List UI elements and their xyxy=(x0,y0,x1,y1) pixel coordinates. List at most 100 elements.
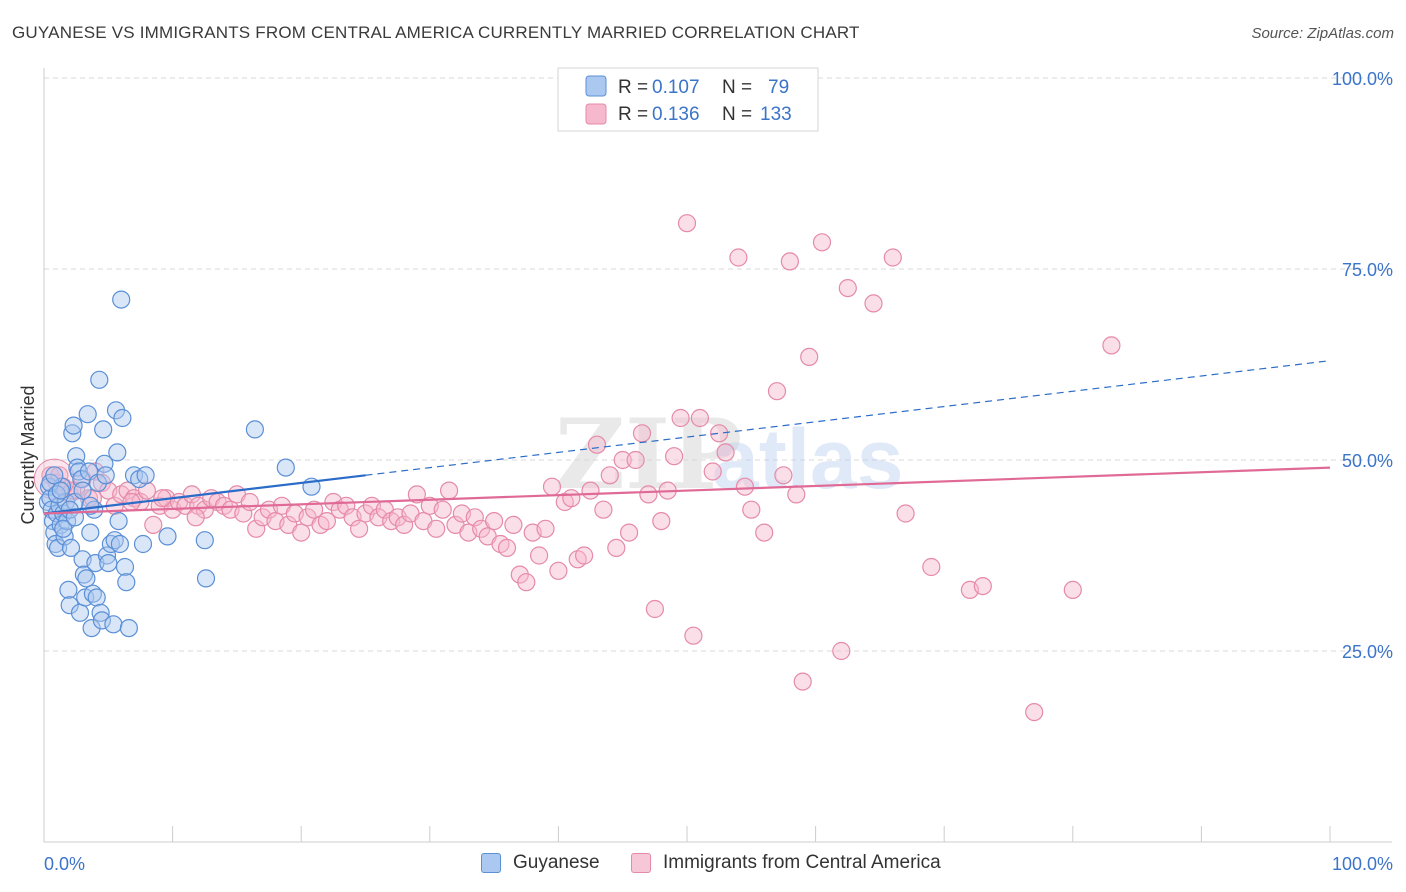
data-point-central-america xyxy=(504,515,523,535)
legend-n-label: N = xyxy=(722,104,752,125)
legend-swatch-pink xyxy=(631,853,651,873)
data-point-central-america xyxy=(626,450,645,470)
data-point-central-america xyxy=(574,546,594,565)
x-tick-label: 0.0% xyxy=(44,854,85,874)
data-point-central-america xyxy=(427,519,446,538)
data-point-central-america xyxy=(562,489,581,508)
trend-line-guyanese xyxy=(43,474,366,515)
data-point-central-america xyxy=(517,573,536,592)
source-label: Source: ZipAtlas.com xyxy=(1251,25,1394,42)
data-point-central-america xyxy=(465,508,484,527)
bottom-legend: Guyanese Immigrants from Central America xyxy=(0,852,1406,878)
data-point-central-america xyxy=(549,561,568,580)
data-point-central-america xyxy=(973,576,992,596)
data-point-guyanese xyxy=(95,454,114,473)
data-point-central-america xyxy=(234,504,253,523)
data-point-central-america xyxy=(671,408,690,428)
data-point-central-america xyxy=(742,500,761,519)
data-point-central-america xyxy=(292,523,311,542)
legend-label: Immigrants from Central America xyxy=(663,852,941,873)
legend-n-label: N = xyxy=(722,77,752,98)
data-point-central-america xyxy=(800,347,819,366)
data-point-central-america xyxy=(832,641,851,661)
legend-swatch-pink xyxy=(585,103,607,125)
data-point-central-america xyxy=(729,248,748,267)
data-point-guyanese xyxy=(196,569,216,588)
data-point-guyanese xyxy=(99,553,118,573)
chart-title: GUYANESE VS IMMIGRANTS FROM CENTRAL AMER… xyxy=(12,23,860,42)
data-point-central-america xyxy=(709,424,729,443)
data-point-central-america xyxy=(433,500,452,519)
data-point-guyanese xyxy=(245,420,264,439)
blue-points xyxy=(38,290,321,638)
data-point-guyanese xyxy=(195,531,214,550)
data-point-guyanese xyxy=(108,443,127,462)
data-point-central-america xyxy=(812,233,832,252)
grid-lines xyxy=(44,77,1392,652)
y-tick-label: 100.0% xyxy=(1332,69,1393,89)
data-point-central-america xyxy=(755,523,774,542)
data-point-central-america xyxy=(350,519,369,538)
data-point-central-america xyxy=(607,538,626,558)
data-point-guyanese xyxy=(117,573,136,592)
data-point-central-america xyxy=(787,485,806,504)
tick-labels: 25.0% 50.0% 75.0% 100.0% 0.0% 100.0% xyxy=(44,69,1393,874)
legend-swatch-blue xyxy=(481,853,501,873)
watermark-atlas: atlas xyxy=(712,412,903,506)
data-point-central-america xyxy=(896,504,915,523)
data-point-guyanese xyxy=(104,615,123,634)
data-point-guyanese xyxy=(81,496,100,515)
data-point-central-america xyxy=(716,443,735,462)
data-point-guyanese xyxy=(113,408,132,428)
data-point-central-america xyxy=(510,565,529,584)
data-point-central-america xyxy=(703,462,722,481)
data-point-central-america xyxy=(305,500,324,519)
data-point-central-america xyxy=(619,523,639,542)
stats-legend: R = 0.107 N = 79 R = 0.136 N = 133 xyxy=(557,67,819,132)
data-point-central-america xyxy=(664,447,684,466)
data-point-central-america xyxy=(632,424,652,443)
data-point-central-america xyxy=(247,519,266,538)
y-tick-label: 50.0% xyxy=(1342,451,1393,471)
y-tick-label: 75.0% xyxy=(1342,260,1393,280)
data-point-central-america xyxy=(485,511,504,531)
legend-r-label: R = xyxy=(618,77,648,98)
data-point-central-america xyxy=(684,626,703,645)
data-point-guyanese xyxy=(45,466,64,485)
data-point-guyanese xyxy=(77,569,96,588)
data-point-guyanese xyxy=(133,534,153,554)
data-point-central-america xyxy=(1063,580,1082,600)
data-point-central-america xyxy=(767,382,787,401)
data-point-guyanese xyxy=(73,481,92,500)
data-point-guyanese xyxy=(94,420,113,439)
data-point-guyanese xyxy=(54,519,73,538)
data-point-central-america xyxy=(497,538,517,558)
legend-item-guyanese: Guyanese xyxy=(481,852,600,874)
data-point-central-america xyxy=(690,408,710,428)
data-point-guyanese xyxy=(70,603,90,622)
legend-item-central-america: Immigrants from Central America xyxy=(631,852,941,874)
data-point-central-america xyxy=(652,511,671,531)
data-point-guyanese xyxy=(112,290,131,309)
data-point-central-america xyxy=(581,481,600,500)
data-point-guyanese xyxy=(91,603,110,622)
data-point-guyanese xyxy=(158,527,177,546)
data-point-guyanese xyxy=(61,538,81,558)
data-point-central-america xyxy=(240,492,259,512)
data-point-guyanese xyxy=(87,588,106,607)
data-point-guyanese xyxy=(48,538,68,558)
data-point-central-america xyxy=(542,477,562,496)
data-point-guyanese xyxy=(115,557,135,577)
trend-line-central-america xyxy=(43,466,1331,515)
legend-r-label: R = xyxy=(618,104,648,125)
data-point-central-america xyxy=(1102,336,1121,355)
data-point-central-america xyxy=(1025,702,1044,722)
data-point-central-america xyxy=(536,519,555,538)
data-point-guyanese xyxy=(63,424,82,443)
legend-swatch-blue xyxy=(585,75,607,97)
data-point-guyanese xyxy=(110,534,130,554)
data-point-central-america xyxy=(645,599,665,619)
data-point-guyanese xyxy=(90,370,109,389)
data-point-guyanese xyxy=(78,405,97,424)
